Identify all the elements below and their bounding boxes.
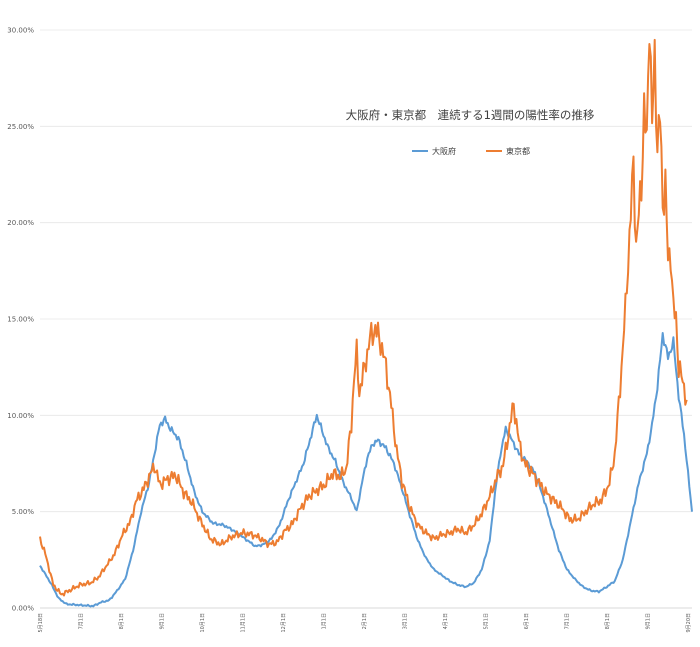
- y-tick-label: 10.00%: [7, 412, 34, 420]
- x-tick-label: 11月1日: [241, 613, 247, 633]
- y-tick-label: 20.00%: [7, 219, 34, 227]
- legend: 大阪府 東京都: [412, 146, 530, 156]
- x-tick-label: 10月1日: [200, 613, 206, 633]
- legend-label: 東京都: [506, 146, 530, 156]
- grid-lines: [40, 29, 692, 609]
- y-tick-label: 5.00%: [12, 508, 35, 516]
- legend-label: 大阪府: [432, 146, 456, 156]
- x-tick-label: 1月1日: [322, 613, 328, 629]
- x-tick-label: 3月1日: [403, 613, 409, 629]
- x-tick-label: 8月1日: [605, 613, 611, 629]
- series-lines: [39, 38, 693, 608]
- x-tick-label: 5月1日: [484, 613, 490, 629]
- x-tick-label: 7月1日: [565, 613, 571, 629]
- series-line-tokyo: [39, 38, 688, 597]
- x-tick-label: 8月1日: [119, 613, 125, 629]
- x-axis-tick-labels: 5月18日 7月1日 8月1日 9月1日 10月1日 11月1日 12月1日 1月1日 2月1日…: [38, 613, 692, 633]
- x-tick-label: 4月1日: [443, 613, 449, 629]
- chart-title: 大阪府・東京都 連続する1週間の陽性率の推移: [346, 108, 595, 122]
- x-tick-label: 2月1日: [362, 613, 368, 629]
- y-tick-label: 15.00%: [7, 316, 34, 324]
- y-tick-label: 30.00%: [7, 27, 34, 35]
- x-tick-label: 6月1日: [524, 613, 530, 629]
- series-line-osaka: [39, 332, 693, 608]
- x-tick-label: 9月1日: [160, 613, 166, 629]
- y-axis-tick-labels: 0.00% 5.00% 10.00% 15.00% 20.00% 25.00% 30.00%: [7, 27, 34, 613]
- x-tick-label: 9月1日: [646, 613, 652, 629]
- x-tick-label: 5月18日: [38, 613, 44, 633]
- x-tick-label: 9月20日: [686, 613, 692, 633]
- x-tick-label: 12月1日: [281, 613, 287, 633]
- x-tick-label: 7月1日: [79, 613, 85, 629]
- y-tick-label: 0.00%: [12, 605, 35, 613]
- y-tick-label: 25.00%: [7, 123, 34, 131]
